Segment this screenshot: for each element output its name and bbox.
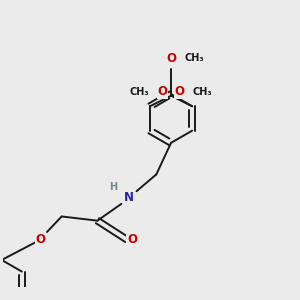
- Text: N: N: [124, 191, 134, 204]
- Text: O: O: [166, 52, 176, 65]
- Text: O: O: [127, 233, 137, 246]
- Text: CH₃: CH₃: [184, 53, 204, 63]
- Text: O: O: [36, 233, 46, 246]
- Text: H: H: [109, 182, 117, 192]
- Text: CH₃: CH₃: [193, 86, 212, 97]
- Text: CH₃: CH₃: [130, 86, 149, 97]
- Text: O: O: [174, 85, 184, 98]
- Text: O: O: [158, 85, 168, 98]
